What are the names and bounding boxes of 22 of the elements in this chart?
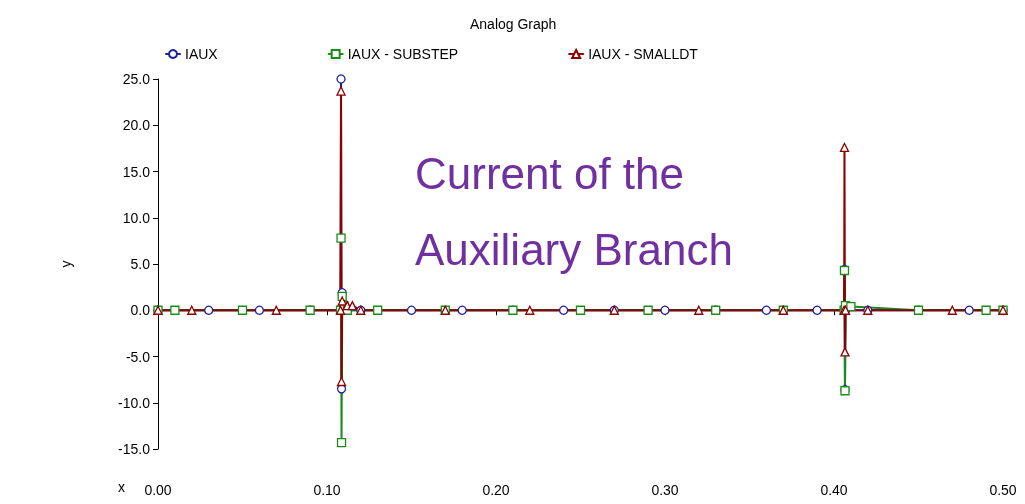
y-tick-label: -10.0 (118, 394, 151, 411)
x-tick-label: 0.00 (144, 482, 172, 498)
y-tick-label: 20.0 (122, 117, 151, 134)
x-tick-label: 0.20 (482, 482, 510, 498)
x-axis-title: x (118, 479, 125, 495)
y-tick-label: -5.0 (125, 348, 151, 365)
x-tick-label: 0.30 (651, 482, 679, 498)
chart-title: Analog Graph (470, 16, 557, 32)
x-tick-label: 0.10 (313, 482, 341, 498)
legend-label: IAUX - SUBSTEP (347, 46, 459, 62)
y-tick-label: 10.0 (122, 209, 151, 226)
y-tick-label: 25.0 (122, 71, 151, 87)
x-tick-label: 0.40 (820, 482, 848, 498)
legend-label: IAUX (185, 46, 219, 62)
x-tick-label: 0.50 (989, 482, 1017, 498)
annotation: Current of the Auxiliary Branch (415, 148, 733, 274)
y-axis-title: y (58, 260, 74, 268)
legend-label: IAUX - SMALLDT (588, 46, 699, 62)
y-tick-label: 0.0 (130, 302, 151, 319)
y-tick-label: -15.0 (118, 441, 151, 457)
y-tick-label: 15.0 (122, 163, 151, 180)
y-tick-label: 5.0 (130, 256, 151, 272)
